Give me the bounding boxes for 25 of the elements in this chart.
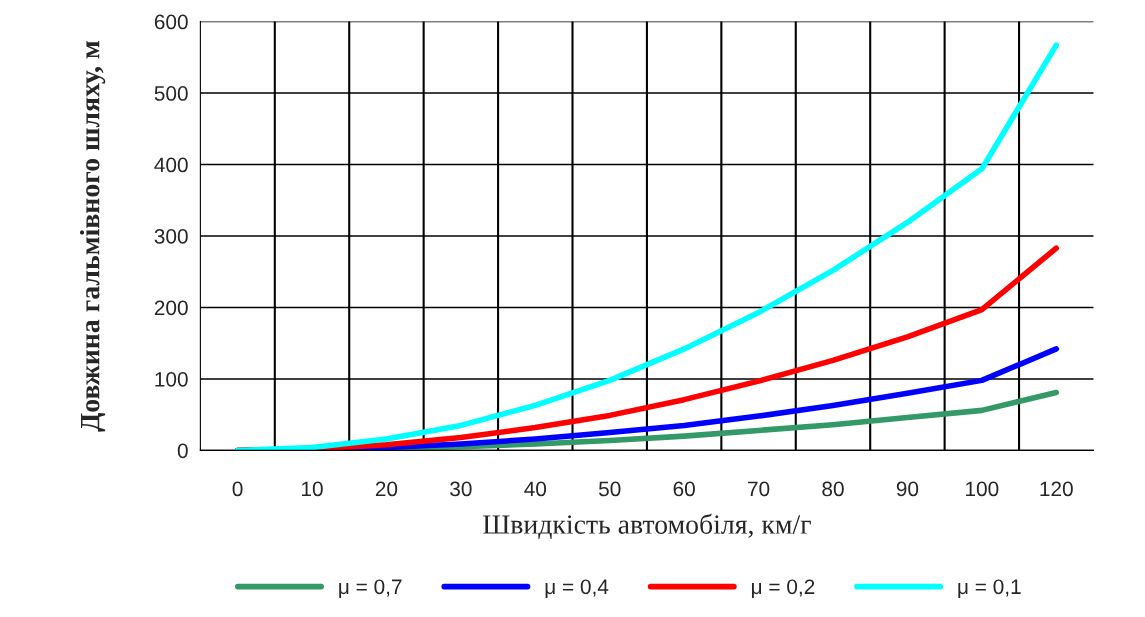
legend-label: μ = 0,7 [339, 579, 402, 598]
x-tick-label: 30 [450, 481, 472, 497]
y-tick-label: 200 [154, 300, 188, 316]
legend-label: μ = 0,4 [545, 579, 609, 598]
x-tick-label: 120 [1040, 481, 1073, 497]
x-tick-label: 70 [748, 481, 770, 497]
y-tick-label: 400 [154, 157, 188, 173]
x-tick-label: 0 [232, 481, 243, 497]
x-tick-label: 80 [822, 481, 844, 497]
x-tick-label: 50 [598, 481, 621, 497]
x-tick-label: 100 [966, 481, 999, 497]
y-tick-label: 500 [154, 86, 188, 101]
x-tick-label: 10 [302, 481, 323, 497]
x-axis-title: Швидкість автомобіля, км/г [483, 513, 811, 539]
x-tick-label: 20 [375, 481, 398, 497]
y-tick-label: 300 [154, 229, 188, 244]
y-tick-label: 100 [155, 371, 188, 387]
y-axis-title: Довжина гальмівного шляху, м [79, 41, 106, 432]
legend-label: μ = 0,1 [958, 579, 1021, 598]
legend-label: μ = 0,2 [751, 579, 815, 598]
y-tick-label: 0 [177, 443, 188, 459]
y-tick-label: 600 [154, 14, 188, 30]
x-tick-label: 40 [524, 481, 547, 497]
x-tick-label: 90 [896, 481, 919, 497]
x-tick-label: 60 [673, 481, 695, 497]
